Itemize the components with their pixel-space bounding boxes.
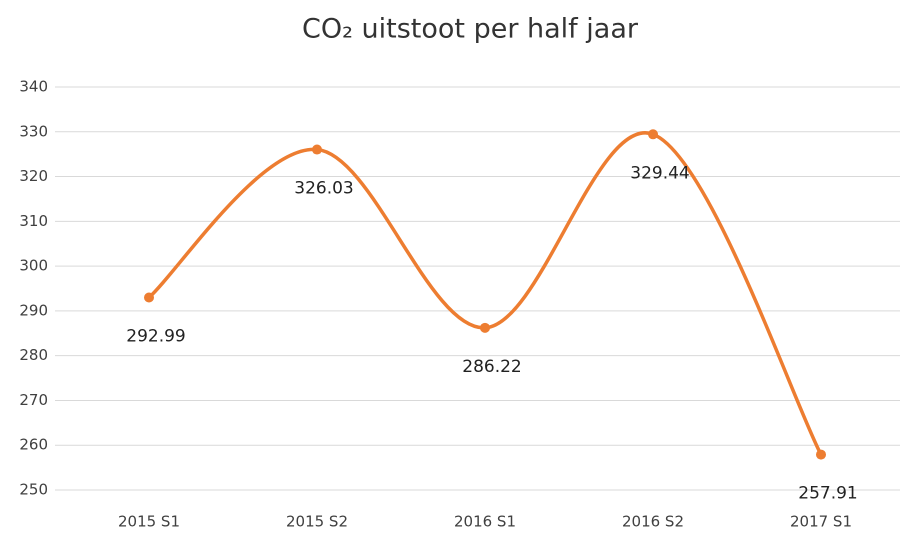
x-tick-label: 2016 S1 bbox=[454, 513, 516, 531]
x-tick-label: 2015 S1 bbox=[118, 513, 180, 531]
data-label: 326.03 bbox=[294, 179, 353, 199]
y-tick-label: 330 bbox=[19, 122, 48, 140]
chart-title: CO₂ uitstoot per half jaar bbox=[302, 14, 639, 45]
data-label: 257.91 bbox=[798, 484, 857, 504]
x-tick-label: 2017 S1 bbox=[790, 513, 852, 531]
y-tick-label: 340 bbox=[19, 78, 48, 96]
y-tick-label: 280 bbox=[19, 346, 48, 364]
point bbox=[480, 322, 490, 333]
x-tick-label: 2015 S2 bbox=[286, 513, 348, 531]
data-label: 329.44 bbox=[630, 163, 689, 183]
point bbox=[144, 292, 154, 303]
point bbox=[648, 129, 658, 140]
y-tick-label: 260 bbox=[19, 436, 48, 454]
x-tick-label: 2016 S2 bbox=[622, 513, 684, 531]
y-tick-label: 270 bbox=[19, 391, 48, 409]
y-tick-label: 300 bbox=[19, 257, 48, 275]
point bbox=[312, 144, 322, 155]
y-tick-label: 310 bbox=[19, 212, 48, 230]
y-tick-label: 250 bbox=[19, 481, 48, 499]
data-label: 292.99 bbox=[126, 327, 185, 347]
data-label: 286.22 bbox=[462, 357, 521, 377]
line bbox=[147, 131, 823, 456]
y-tick-label: 320 bbox=[19, 167, 48, 185]
y-tick-label: 290 bbox=[19, 301, 48, 319]
point bbox=[816, 449, 826, 460]
